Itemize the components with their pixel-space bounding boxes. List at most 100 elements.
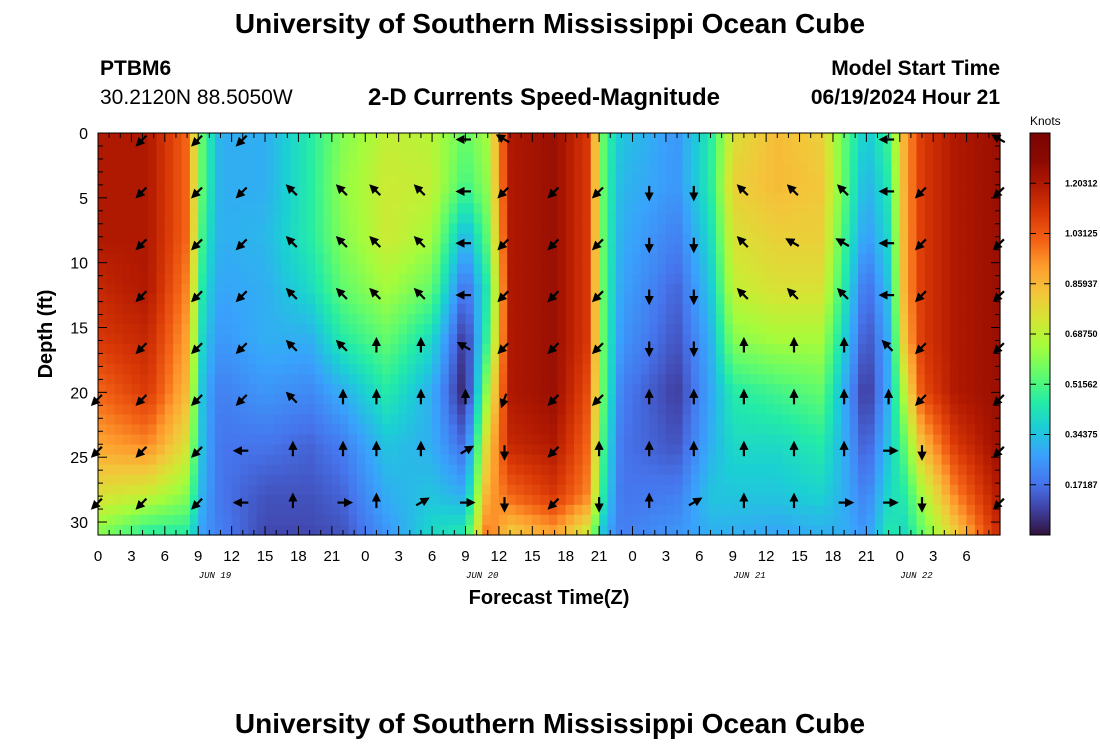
heatmap-cell bbox=[515, 334, 525, 345]
heatmap-cell bbox=[582, 344, 592, 355]
heatmap-cell bbox=[490, 484, 500, 496]
heatmap-cell bbox=[791, 143, 801, 154]
heatmap-cell bbox=[766, 374, 776, 385]
heatmap-cell bbox=[123, 193, 133, 204]
heatmap-cell bbox=[306, 514, 316, 526]
heatmap-cell bbox=[757, 474, 767, 486]
heatmap-cell bbox=[423, 293, 433, 305]
heatmap-cell bbox=[482, 293, 492, 305]
heatmap-cell bbox=[966, 404, 976, 415]
heatmap-cell bbox=[248, 303, 258, 315]
heatmap-cell bbox=[624, 133, 634, 144]
heatmap-cell bbox=[298, 213, 308, 225]
heatmap-cell bbox=[690, 153, 700, 164]
heatmap-cell bbox=[674, 334, 684, 345]
heatmap-cell bbox=[106, 293, 116, 305]
heatmap-cell bbox=[223, 243, 233, 255]
heatmap-cell bbox=[473, 454, 483, 466]
heatmap-cell bbox=[941, 384, 951, 395]
heatmap-cell bbox=[649, 414, 659, 426]
heatmap-cell bbox=[482, 143, 492, 154]
heatmap-cell bbox=[924, 504, 934, 516]
heatmap-cell bbox=[799, 183, 809, 194]
heatmap-cell bbox=[515, 183, 525, 194]
heatmap-cell bbox=[448, 414, 458, 426]
heatmap-cell bbox=[699, 334, 709, 345]
heatmap-cell bbox=[206, 494, 216, 506]
date-label: JUN 22 bbox=[900, 571, 933, 581]
heatmap-cell bbox=[340, 414, 350, 426]
heatmap-cell bbox=[557, 484, 567, 496]
heatmap-cell bbox=[98, 173, 107, 184]
heatmap-cell bbox=[256, 163, 266, 174]
heatmap-cell bbox=[807, 203, 817, 214]
heatmap-cell bbox=[791, 384, 801, 395]
heatmap-cell bbox=[557, 273, 567, 285]
current-arrow bbox=[135, 134, 148, 147]
heatmap-cell bbox=[482, 464, 492, 476]
heatmap-cell bbox=[991, 484, 1001, 496]
heatmap-cell bbox=[665, 444, 675, 456]
heatmap-cell bbox=[281, 193, 291, 204]
heatmap-cell bbox=[624, 444, 634, 456]
heatmap-cell bbox=[624, 344, 634, 355]
heatmap-cell bbox=[874, 323, 884, 335]
heatmap-cell bbox=[306, 444, 316, 456]
heatmap-cell bbox=[331, 464, 341, 476]
heatmap-cell bbox=[164, 283, 174, 295]
heatmap-cell bbox=[941, 273, 951, 285]
heatmap-cell bbox=[540, 454, 550, 466]
heatmap-cell bbox=[774, 173, 784, 184]
heatmap-cell bbox=[891, 273, 901, 285]
heatmap-cell bbox=[373, 474, 383, 486]
heatmap-cell bbox=[607, 313, 617, 325]
heatmap-cell bbox=[214, 504, 224, 516]
heatmap-cell bbox=[214, 404, 224, 415]
heatmap-cell bbox=[724, 223, 734, 235]
heatmap-cell bbox=[749, 454, 759, 466]
heatmap-cell bbox=[148, 293, 158, 305]
heatmap-cell bbox=[390, 334, 400, 345]
heatmap-cell bbox=[741, 273, 751, 285]
heatmap-cell bbox=[123, 183, 133, 194]
heatmap-cell bbox=[791, 354, 801, 365]
heatmap-cell bbox=[791, 233, 801, 245]
heatmap-cell bbox=[331, 253, 341, 265]
heatmap-cell bbox=[724, 193, 734, 204]
heatmap-cell bbox=[114, 354, 124, 365]
heatmap-cell bbox=[239, 143, 249, 154]
heatmap-cell bbox=[665, 354, 675, 365]
heatmap-cell bbox=[306, 404, 316, 415]
heatmap-cell bbox=[114, 203, 124, 214]
heatmap-cell bbox=[766, 153, 776, 164]
heatmap-cell bbox=[98, 253, 107, 265]
heatmap-cell bbox=[156, 203, 166, 214]
heatmap-cell bbox=[331, 213, 341, 225]
heatmap-cell bbox=[699, 223, 709, 235]
heatmap-cell bbox=[582, 524, 592, 536]
heatmap-cell bbox=[231, 374, 241, 385]
heatmap-cell bbox=[206, 223, 216, 235]
heatmap-cell bbox=[498, 384, 508, 395]
heatmap-cell bbox=[457, 514, 467, 526]
heatmap-cell bbox=[741, 414, 751, 426]
heatmap-cell bbox=[824, 263, 834, 275]
heatmap-cell bbox=[248, 404, 258, 415]
heatmap-cell bbox=[390, 434, 400, 446]
heatmap-cell bbox=[649, 514, 659, 526]
heatmap-cell bbox=[690, 524, 700, 536]
heatmap-cell bbox=[966, 504, 976, 516]
heatmap-cell bbox=[724, 384, 734, 395]
heatmap-cell bbox=[432, 514, 442, 526]
heatmap-cell bbox=[432, 344, 442, 355]
x-axis: 0 3 6 9 12 15 18 21 0 3 6 9 12 15 18 21 0 3 6 9 12 15 18 21 0 3 6J… bbox=[94, 133, 1001, 581]
heatmap-cell bbox=[189, 474, 199, 486]
heatmap-cell bbox=[365, 354, 375, 365]
heatmap-cell bbox=[941, 344, 951, 355]
heatmap-cell bbox=[540, 504, 550, 516]
heatmap-cell bbox=[148, 434, 158, 446]
heatmap-cell bbox=[273, 344, 283, 355]
heatmap-cell bbox=[440, 444, 450, 456]
heatmap-cell bbox=[123, 243, 133, 255]
heatmap-cell bbox=[198, 364, 208, 375]
